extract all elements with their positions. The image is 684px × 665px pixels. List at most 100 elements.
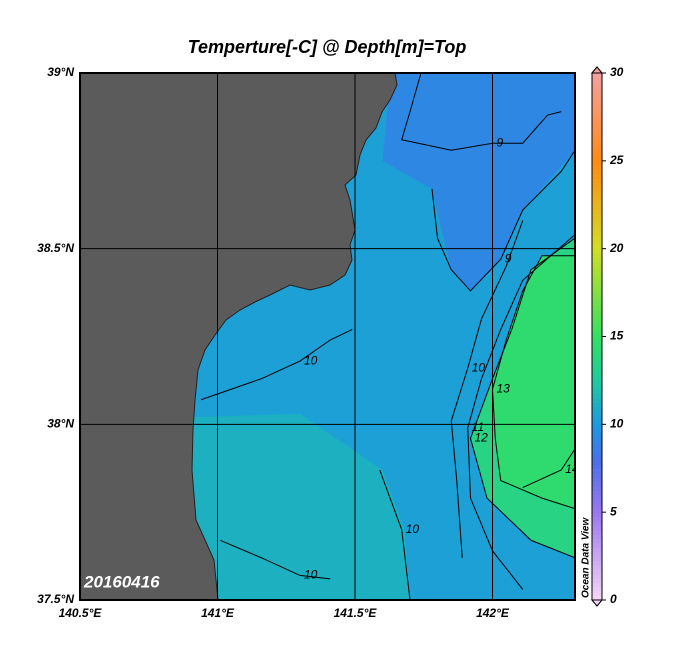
colorbar-segment bbox=[592, 94, 602, 100]
colorbar-segment bbox=[592, 455, 602, 460]
colorbar-segment bbox=[592, 226, 602, 232]
date-label: 20160416 bbox=[83, 572, 160, 591]
temperature-zone bbox=[382, 73, 575, 291]
colorbar-segment bbox=[592, 143, 602, 149]
contour-label: 14 bbox=[565, 462, 579, 476]
colorbar-segment bbox=[592, 498, 602, 504]
contour-label: 11 bbox=[472, 420, 484, 434]
colorbar-segment bbox=[592, 296, 602, 302]
colorbar-segment bbox=[592, 595, 602, 601]
colorbar-segment bbox=[592, 450, 602, 456]
colorbar-segment bbox=[592, 367, 602, 373]
colorbar-segment bbox=[592, 178, 602, 184]
y-tick-label: 37.5°N bbox=[37, 592, 74, 606]
contour-label: 10 bbox=[406, 522, 420, 536]
colorbar-segment bbox=[592, 560, 602, 566]
colorbar-segment bbox=[592, 301, 602, 307]
colorbar-segment bbox=[592, 125, 602, 131]
contour-line bbox=[469, 237, 575, 559]
contour-line bbox=[522, 448, 575, 489]
colorbar-segment bbox=[592, 433, 602, 439]
colorbar-tick-label: 20 bbox=[609, 241, 624, 255]
colorbar-segment bbox=[592, 182, 602, 188]
contour-line bbox=[379, 469, 411, 600]
colorbar-segment bbox=[592, 209, 602, 215]
colorbar-segment bbox=[592, 463, 602, 469]
colorbar-segment bbox=[592, 472, 602, 478]
colorbar-segment bbox=[592, 538, 602, 544]
watermark: Ocean Data View bbox=[581, 517, 592, 598]
colorbar-segment bbox=[592, 174, 602, 179]
colorbar-segment bbox=[592, 380, 602, 386]
colorbar-segment bbox=[592, 138, 602, 144]
colorbar-segment bbox=[592, 437, 602, 443]
colorbar-segment bbox=[592, 187, 602, 193]
colorbar-segment bbox=[592, 266, 602, 272]
y-tick-label: 38.5°N bbox=[37, 241, 74, 255]
colorbar-segment bbox=[592, 415, 602, 421]
colorbar-segment bbox=[592, 200, 602, 206]
colorbar-segment bbox=[592, 310, 602, 316]
colorbar-segment bbox=[592, 77, 602, 83]
colorbar-segment bbox=[592, 134, 602, 140]
colorbar-segment bbox=[592, 99, 602, 105]
colorbar-segment bbox=[592, 90, 602, 96]
colorbar-segment bbox=[592, 314, 602, 320]
colorbar-segment bbox=[592, 551, 602, 557]
colorbar-segment bbox=[592, 556, 602, 561]
colorbar-segment bbox=[592, 239, 602, 245]
colorbar-segment bbox=[592, 494, 602, 500]
y-tick-label: 38°N bbox=[47, 417, 74, 431]
colorbar-tick-label: 0 bbox=[610, 592, 617, 606]
colorbar-segment bbox=[592, 419, 602, 425]
colorbar-segment bbox=[592, 446, 602, 452]
colorbar-segment bbox=[592, 376, 602, 381]
colorbar-segment bbox=[592, 520, 602, 526]
colorbar-segment bbox=[592, 283, 602, 289]
colorbar-segment bbox=[592, 428, 602, 434]
colorbar-cap bbox=[590, 66, 604, 74]
colorbar-segment bbox=[592, 586, 602, 592]
colorbar-segment bbox=[592, 393, 602, 399]
x-tick-label: 141°E bbox=[201, 606, 235, 620]
contour-line bbox=[431, 150, 575, 292]
colorbar-segment bbox=[592, 112, 602, 118]
colorbar-segment bbox=[592, 578, 602, 583]
colorbar-segment bbox=[592, 130, 602, 135]
colorbar-segment bbox=[592, 292, 602, 298]
colorbar-segment bbox=[592, 503, 602, 509]
colorbar-segment bbox=[592, 165, 602, 171]
x-tick-label: 141.5°E bbox=[334, 606, 378, 620]
contour-line bbox=[401, 73, 562, 151]
colorbar-segment bbox=[592, 222, 602, 228]
colorbar-segment bbox=[592, 108, 602, 114]
colorbar-segment bbox=[592, 384, 602, 390]
colorbar-segment bbox=[592, 235, 602, 241]
colorbar-segment bbox=[592, 485, 602, 491]
temperature-zone bbox=[492, 255, 575, 509]
colorbar-segment bbox=[592, 121, 602, 127]
colorbar-segment bbox=[592, 389, 602, 395]
colorbar-segment bbox=[592, 318, 602, 324]
colorbar-segment bbox=[592, 332, 602, 337]
colorbar-segment bbox=[592, 459, 602, 465]
colorbar-segment bbox=[592, 147, 602, 153]
colorbar-segment bbox=[592, 231, 602, 236]
colorbar-segment bbox=[592, 397, 602, 403]
colorbar-segment bbox=[592, 116, 602, 122]
colorbar-segment bbox=[592, 248, 602, 254]
colorbar-segment bbox=[592, 73, 602, 78]
colorbar-tick-label: 15 bbox=[610, 329, 624, 343]
colorbar: 0 5 10 15 20 25 30 bbox=[590, 65, 624, 607]
colorbar-segment bbox=[592, 516, 602, 522]
contour-label: 10 bbox=[304, 353, 318, 367]
colorbar-segment bbox=[592, 349, 602, 355]
colorbar-segment bbox=[592, 213, 602, 219]
contour-line bbox=[220, 539, 331, 580]
title: Temperture[-C] @ Depth[m]=Top bbox=[188, 37, 467, 57]
colorbar-segment bbox=[592, 169, 602, 175]
colorbar-segment bbox=[592, 195, 602, 201]
colorbar-segment bbox=[592, 542, 602, 548]
colorbar-segment bbox=[592, 253, 602, 258]
